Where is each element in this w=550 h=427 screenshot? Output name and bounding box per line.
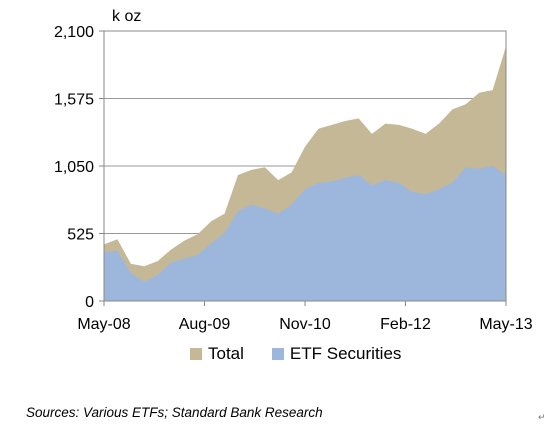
x-tick-label-3: Feb-12: [380, 316, 431, 333]
y-tick-label-4: 2,100: [54, 24, 94, 41]
y-tick-label-1: 525: [67, 227, 94, 244]
series-areas: [104, 46, 506, 302]
x-tick-label-0: May-08: [77, 316, 130, 333]
x-axis: May-08 Aug-09 Nov-10 Feb-12 May-13: [77, 301, 533, 333]
legend-item-total: Total: [190, 344, 244, 364]
area-etf-securities: [104, 166, 506, 301]
legend-item-etf-securities: ETF Securities: [271, 344, 402, 364]
unit-label: k oz: [112, 8, 141, 25]
y-tick-label-0: 0: [85, 294, 94, 311]
legend-label-total: Total: [208, 344, 244, 363]
legend-label-etf-securities: ETF Securities: [289, 344, 402, 363]
y-tick-label-3: 1,575: [54, 92, 94, 109]
legend-swatch-total: [190, 348, 202, 360]
source-note: Sources: Various ETFs; Standard Bank Res…: [26, 405, 323, 420]
legend-swatch-etf-securities: [271, 348, 284, 360]
y-tick-label-2: 1,050: [54, 159, 94, 176]
x-tick-label-1: Aug-09: [179, 316, 231, 333]
x-tick-label-2: Nov-10: [279, 316, 331, 333]
y-axis: 0 525 1,050 1,575 2,100: [54, 24, 104, 311]
x-tick-label-4: May-13: [479, 316, 532, 333]
legend: Total ETF Securities: [190, 344, 401, 364]
paragraph-mark: ↵: [538, 412, 546, 422]
